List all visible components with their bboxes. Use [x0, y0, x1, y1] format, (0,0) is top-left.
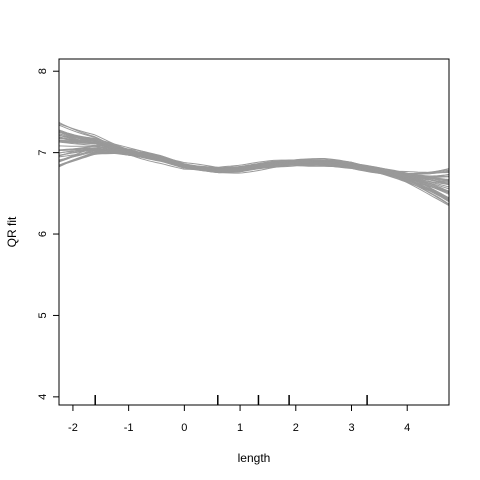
fit-curve-18	[58, 130, 450, 192]
fit-curve-43	[58, 134, 450, 206]
x-tick-label-6: 4	[404, 422, 410, 434]
x-tick-label-3: 1	[237, 422, 243, 434]
fit-curve-11	[58, 121, 450, 188]
y-tick-label-2: 6	[37, 231, 49, 237]
y-axis-title: QR fit	[5, 216, 19, 247]
y-tick-label-1: 5	[37, 312, 49, 318]
x-tick-label-4: 2	[293, 422, 299, 434]
fit-curves	[58, 121, 450, 207]
y-axis: 4 5 6 7 8	[37, 68, 59, 400]
x-axis: -2 -1 0 1 2 3 4	[68, 405, 410, 434]
fit-curve-42	[58, 123, 450, 193]
fit-curve-44	[58, 146, 450, 200]
rug-marks	[94, 395, 368, 405]
y-tick-label-3: 7	[37, 150, 49, 156]
x-axis-title: length	[238, 451, 271, 465]
x-tick-label-2: 0	[181, 422, 187, 434]
fit-curve-20	[58, 131, 450, 190]
x-tick-label-1: -1	[124, 422, 134, 434]
x-tick-label-0: -2	[68, 422, 78, 434]
x-tick-label-5: 3	[348, 422, 354, 434]
plot-frame	[58, 58, 450, 406]
y-tick-label-0: 4	[37, 394, 49, 400]
y-tick-label-4: 8	[37, 68, 49, 74]
